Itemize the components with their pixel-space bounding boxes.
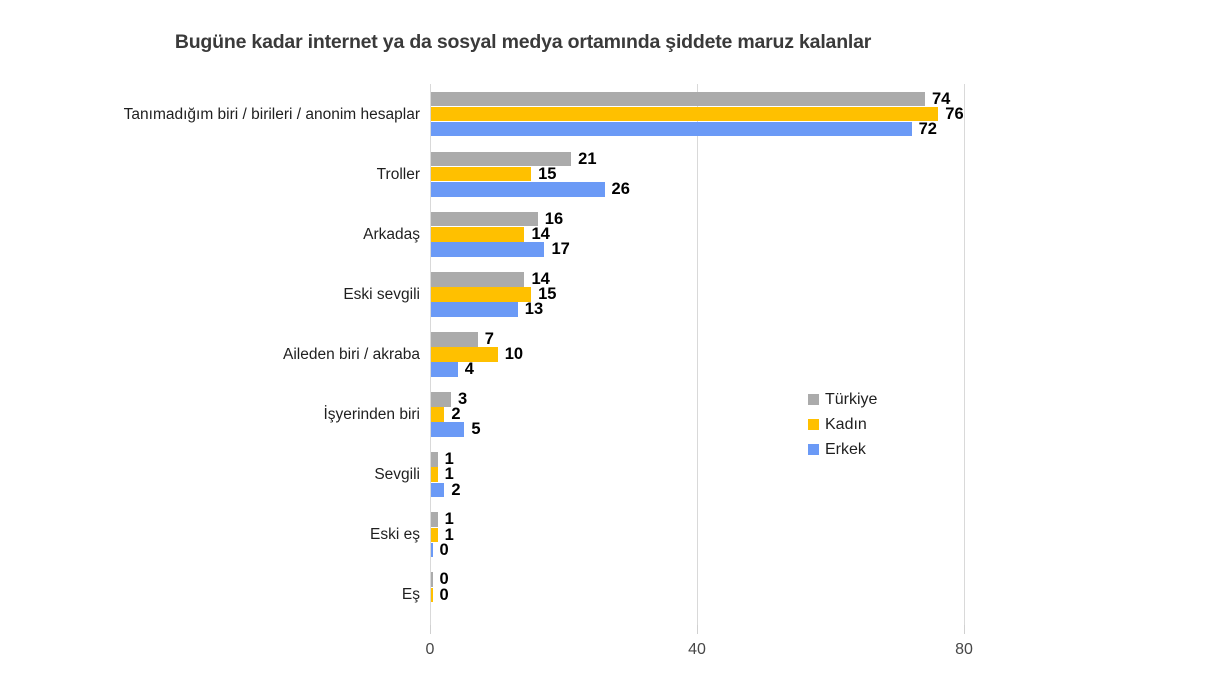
bar-kadın: [431, 407, 445, 422]
bar-value-label: 14: [531, 224, 550, 243]
bar-value-label: 26: [611, 180, 630, 199]
x-axis-label: 40: [688, 641, 706, 658]
bar-kadın: [431, 106, 939, 122]
bar-kadın: [431, 166, 532, 182]
bar-value-label: 0: [439, 570, 449, 589]
bar-value-label: 2: [451, 405, 461, 424]
bar-erkek: [431, 182, 605, 197]
legend-item-erkek: Erkek: [808, 437, 877, 462]
legend-swatch-icon: [808, 419, 819, 430]
bar-value-label: 74: [931, 89, 951, 108]
legend-swatch-icon: [808, 444, 819, 455]
category-label: Arkadaş: [363, 225, 420, 243]
bar-kadın: [431, 467, 438, 483]
category-label: Aileden biri / akraba: [283, 346, 420, 363]
bar-kadın: [431, 587, 433, 603]
legend-label: Erkek: [825, 440, 866, 458]
bar-value-label: 2: [451, 480, 461, 499]
bar-kadın: [431, 347, 498, 362]
bar-erkek: [431, 362, 458, 377]
bar-erkek: [431, 482, 445, 498]
bar-türkiye: [431, 211, 538, 227]
legend-item-kadın: Kadın: [808, 412, 877, 437]
bar-value-label: 7: [484, 330, 494, 349]
category-label: Troller: [376, 165, 420, 183]
legend-label: Türkiye: [825, 390, 878, 408]
bar-erkek: [431, 242, 545, 257]
bar-türkiye: [431, 452, 438, 467]
legend-swatch-icon: [808, 394, 819, 405]
bar-value-label: 15: [538, 164, 557, 183]
gridline: [697, 84, 698, 625]
category-label: Sevgili: [374, 466, 420, 484]
bar-value-label: 76: [945, 104, 964, 123]
bar-value-label: 0: [439, 585, 449, 604]
legend: Türkiye Kadın Erkek: [808, 387, 877, 462]
bar-value-label: 17: [551, 240, 570, 259]
axis-tick: [430, 625, 431, 634]
axis-tick: [697, 625, 698, 634]
bar-value-label: 4: [464, 360, 474, 379]
category-label: Tanımadığım biri / birileri / anonim hes…: [123, 105, 420, 123]
bar-erkek: [431, 542, 433, 558]
bar-value-label: 0: [439, 540, 449, 559]
bar-value-label: 13: [524, 300, 544, 319]
x-axis-label: 0: [425, 641, 435, 658]
bar-value-label: 16: [544, 209, 564, 228]
category-label: Eş: [401, 586, 420, 604]
bar-türkiye: [431, 332, 478, 347]
bar-value-label: 1: [444, 510, 454, 529]
bar-value-label: 3: [458, 390, 468, 409]
bar-value-label: 15: [538, 285, 557, 304]
category-label: İşyerinden biri: [323, 406, 421, 424]
bar-value-label: 10: [504, 345, 524, 364]
bar-erkek: [431, 422, 465, 438]
bar-türkiye: [431, 91, 925, 107]
bar-value-label: 1: [444, 450, 454, 469]
x-axis-label: 80: [955, 641, 973, 658]
gridline: [964, 84, 965, 625]
bar-kadın: [431, 226, 525, 242]
legend-item-türkiye: Türkiye: [808, 387, 877, 412]
bar-kadın: [431, 527, 438, 543]
bar-value-label: 72: [918, 119, 937, 138]
axis-tick: [964, 625, 965, 634]
chart-title: Bugüne kadar internet ya da sosyal medya…: [174, 31, 872, 53]
gridline: [430, 84, 431, 625]
category-label: Eski sevgili: [343, 285, 420, 303]
bar-value-label: 1: [444, 465, 454, 484]
bar-erkek: [431, 302, 518, 317]
bar-türkiye: [431, 151, 572, 167]
bar-kadın: [431, 287, 532, 302]
bar-value-label: 14: [531, 269, 550, 288]
bar-türkiye: [431, 572, 433, 588]
bar-türkiye: [431, 392, 452, 407]
category-label: Eski eş: [370, 526, 420, 544]
bar-value-label: 21: [578, 149, 597, 168]
bar-erkek: [431, 121, 912, 137]
bar-value-label: 1: [444, 525, 454, 544]
bar-türkiye: [431, 512, 438, 527]
bar-türkiye: [431, 271, 525, 287]
bar-value-label: 5: [471, 420, 481, 439]
legend-label: Kadın: [825, 415, 867, 433]
